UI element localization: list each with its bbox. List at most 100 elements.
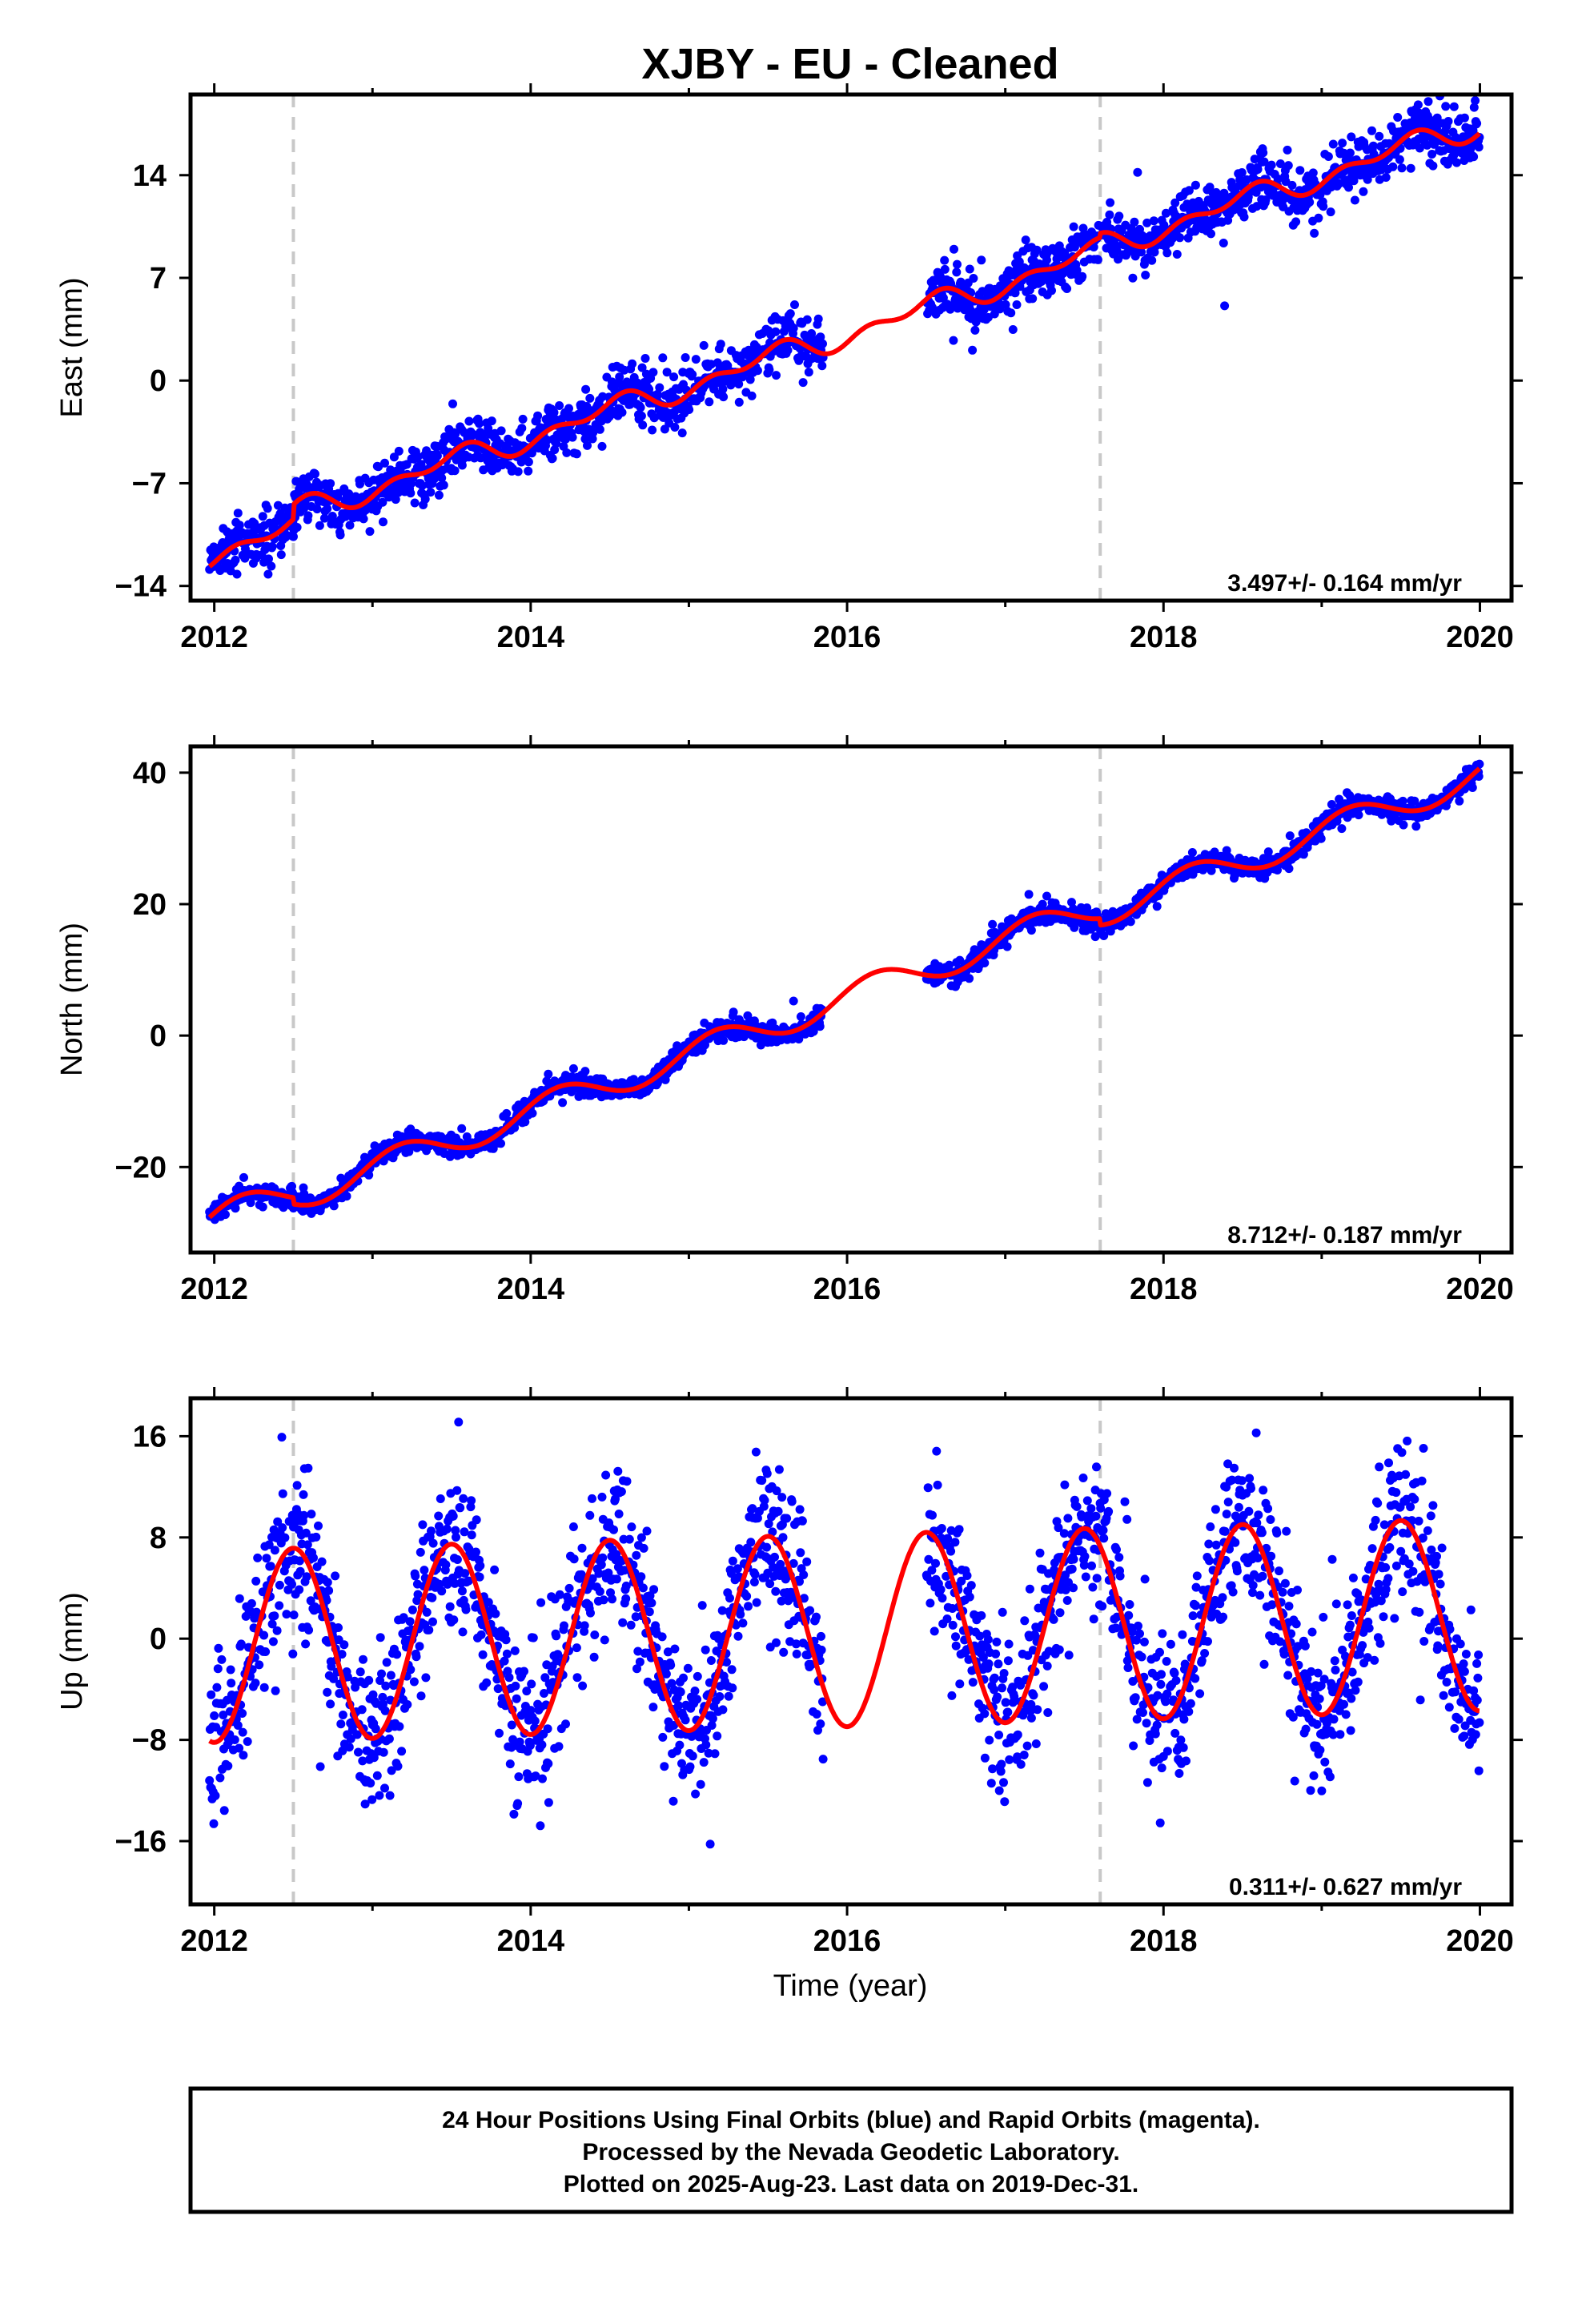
data-point — [205, 1775, 215, 1785]
data-point — [375, 1791, 384, 1800]
data-point — [1142, 218, 1152, 227]
data-point — [441, 1560, 451, 1570]
data-point — [406, 489, 416, 498]
data-point — [528, 1108, 537, 1118]
data-point — [354, 1747, 363, 1757]
data-point — [779, 1647, 789, 1657]
data-point — [536, 1821, 545, 1831]
data-point — [728, 1683, 737, 1693]
data-point — [733, 1631, 743, 1641]
data-point — [1012, 300, 1022, 309]
data-point — [1239, 212, 1249, 222]
data-point — [334, 1623, 343, 1632]
data-point — [795, 1577, 804, 1586]
data-point — [796, 1548, 805, 1558]
data-point — [733, 1564, 742, 1574]
plot-frame — [188, 92, 1514, 603]
data-point — [303, 511, 313, 521]
data-point — [1475, 759, 1484, 769]
data-point — [1259, 157, 1269, 167]
data-point — [299, 1490, 308, 1499]
data-point — [267, 1619, 277, 1629]
data-point — [636, 1533, 646, 1542]
data-point — [561, 1719, 570, 1729]
data-point — [658, 1732, 668, 1742]
data-point — [331, 1571, 340, 1581]
data-point — [797, 1516, 807, 1526]
data-point — [1399, 820, 1408, 830]
data-point — [1042, 891, 1051, 901]
data-point — [757, 1476, 767, 1486]
data-point — [235, 1594, 244, 1603]
data-point — [748, 1504, 757, 1514]
data-point — [1114, 211, 1124, 221]
data-point — [771, 327, 781, 336]
data-point — [628, 359, 637, 368]
data-point — [282, 1610, 291, 1619]
data-point — [377, 1669, 386, 1679]
data-point — [420, 494, 430, 504]
data-point — [783, 345, 793, 355]
data-point — [564, 1583, 574, 1593]
data-point — [1287, 180, 1297, 190]
data-point — [251, 1576, 261, 1586]
data-point — [1347, 132, 1356, 142]
data-point — [367, 1795, 377, 1804]
data-point — [691, 355, 701, 364]
data-point — [1375, 131, 1384, 141]
data-point — [1367, 126, 1376, 135]
data-point — [1281, 177, 1291, 187]
data-point — [624, 1534, 634, 1544]
data-point — [1078, 271, 1087, 281]
data-point — [1126, 917, 1135, 927]
data-point — [642, 1526, 652, 1536]
data-point — [789, 1558, 798, 1568]
data-point — [272, 1626, 282, 1635]
data-point — [428, 1617, 437, 1626]
data-point — [375, 1633, 385, 1642]
data-point — [326, 1699, 335, 1709]
data-point — [417, 481, 427, 490]
y-tick-label: −7 — [132, 467, 167, 501]
data-point — [688, 1751, 697, 1761]
data-point — [264, 1540, 274, 1550]
data-point — [239, 1751, 248, 1760]
data-point — [509, 1809, 519, 1819]
data-point — [267, 561, 276, 571]
data-point — [338, 1746, 347, 1755]
data-point — [696, 1779, 705, 1789]
data-point — [553, 1650, 563, 1659]
data-point — [719, 392, 729, 402]
data-point — [277, 1433, 287, 1442]
data-point — [292, 1481, 302, 1490]
velocity-label: 8.712+/- 0.187 mm/yr — [1227, 1222, 1462, 1248]
data-point — [476, 1630, 486, 1639]
data-point — [1175, 233, 1185, 243]
data-point — [399, 1613, 408, 1622]
data-point — [238, 1709, 247, 1718]
data-point — [596, 1560, 606, 1570]
data-point — [1406, 163, 1415, 173]
data-point — [736, 1610, 745, 1619]
data-point — [1316, 834, 1326, 843]
x-tick-label: 2020 — [1446, 621, 1514, 654]
data-point — [632, 1664, 641, 1674]
data-point — [1308, 168, 1318, 178]
data-point — [375, 1676, 385, 1685]
data-point — [681, 1715, 690, 1725]
data-point — [329, 1201, 339, 1211]
data-point — [1207, 229, 1215, 239]
data-point — [648, 425, 657, 435]
data-point — [531, 1771, 540, 1781]
data-point — [452, 1555, 462, 1564]
data-point — [1128, 273, 1138, 283]
data-point — [802, 315, 812, 324]
data-point — [406, 1665, 416, 1675]
data-point — [598, 392, 608, 401]
data-point — [617, 408, 627, 417]
data-point — [427, 1526, 436, 1536]
data-point — [638, 420, 648, 430]
data-point — [235, 1743, 244, 1753]
data-point — [792, 1639, 801, 1649]
